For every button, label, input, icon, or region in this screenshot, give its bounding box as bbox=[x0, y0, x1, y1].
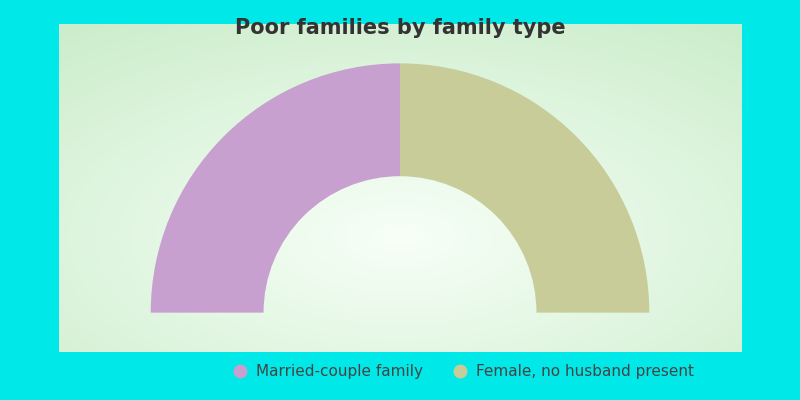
Text: Poor families by family type: Poor families by family type bbox=[234, 18, 566, 38]
Wedge shape bbox=[150, 63, 400, 313]
Text: Female, no husband present: Female, no husband present bbox=[476, 364, 694, 379]
Text: Married-couple family: Married-couple family bbox=[256, 364, 423, 379]
Wedge shape bbox=[400, 63, 650, 313]
